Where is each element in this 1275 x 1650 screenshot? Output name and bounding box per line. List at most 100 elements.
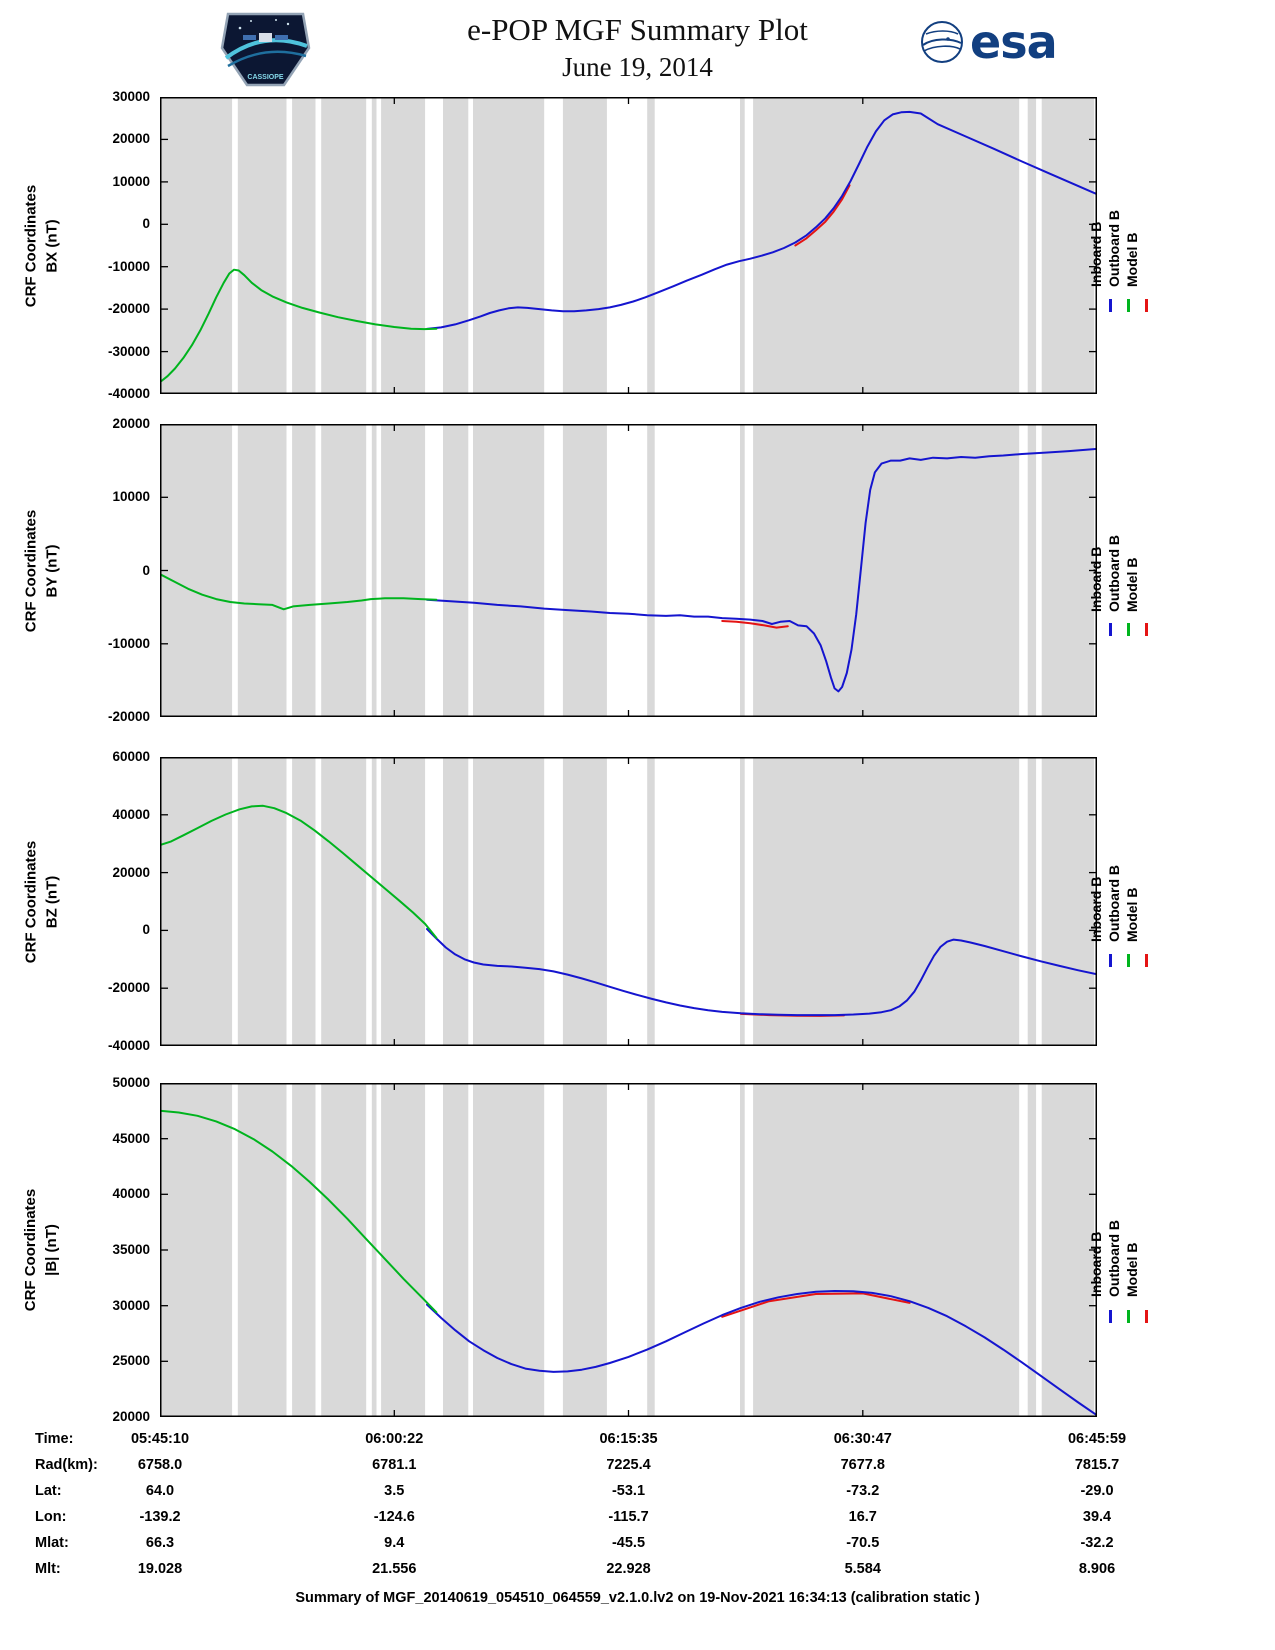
legend-label-model-b: Model B [1124, 887, 1140, 942]
inboard-b-curve-by [426, 447, 1097, 693]
telemetry-shading-band [562, 757, 607, 1046]
legend-color-key [1145, 623, 1148, 636]
legend-label-outboard-b: Outboard B [1106, 210, 1122, 287]
table-row-label: Lat: [35, 1483, 62, 1499]
telemetry-shading-band [740, 424, 745, 717]
telemetry-shading-band [443, 1083, 469, 1417]
telemetry-shading-band [562, 1083, 607, 1417]
model-b-curve-bx [794, 184, 851, 247]
legend-label-model-b: Model B [1124, 557, 1140, 612]
y-tick-label-bz: 60000 [112, 749, 150, 764]
y-axis-label-line1: CRF Coordinates [22, 840, 39, 963]
table-cell: 9.4 [384, 1535, 405, 1551]
patch-star [275, 19, 277, 21]
legend-label-inboard-b: Inboard B [1088, 221, 1104, 287]
telemetry-shading-band [371, 757, 377, 1046]
panel-frame [160, 424, 1097, 717]
telemetry-shading-band [292, 757, 316, 1046]
telemetry-shading-band [160, 97, 233, 394]
legend-color-key [1127, 299, 1130, 312]
legend-label-inboard-b: Inboard B [1088, 546, 1104, 612]
inboard-b-curve-bz [426, 928, 1097, 1017]
telemetry-shading-band [237, 1083, 287, 1417]
legend-color-key [1127, 1310, 1130, 1323]
outboard-b-curve-by [160, 573, 438, 611]
y-tick-label-bmag: 50000 [112, 1075, 150, 1090]
telemetry-shading-band [292, 97, 316, 394]
y-axis-label-line2: BZ (nT) [43, 875, 60, 928]
esa-logo: esa [920, 15, 1058, 69]
telemetry-shading-band [371, 424, 377, 717]
table-cell: -53.1 [611, 1483, 646, 1499]
telemetry-shading-band [1027, 424, 1037, 717]
esa-logo-text: esa [970, 15, 1058, 69]
y-tick-label-bz: 20000 [112, 864, 150, 880]
table-cell: 7225.4 [606, 1457, 651, 1473]
table-cell: 6758.0 [137, 1457, 183, 1473]
telemetry-shading-band [443, 757, 469, 1046]
patch-satellite [243, 33, 288, 42]
patch-text: CASSIOPE [247, 74, 284, 81]
telemetry-shading-band [1041, 1083, 1095, 1417]
telemetry-shading-band [562, 424, 607, 717]
y-tick-label-bz: 0 [142, 922, 150, 938]
telemetry-shading-band [321, 757, 367, 1046]
telemetry-shading-band [443, 424, 469, 717]
y-axis-label-line1: CRF Coordinates [22, 509, 39, 632]
y-tick-label-bx: -30000 [107, 343, 150, 359]
telemetry-shading-band [740, 1083, 745, 1417]
y-axis-label-line1: CRF Coordinates [22, 1188, 39, 1312]
telemetry-shading-band [1041, 97, 1095, 394]
telemetry-shading-band [371, 97, 377, 394]
table-cell: 7677.8 [840, 1457, 885, 1473]
legend-label-model-b: Model B [1124, 232, 1140, 287]
telemetry-shading-band [237, 424, 287, 717]
telemetry-shading-band [740, 97, 745, 394]
telemetry-shading-band [1041, 424, 1095, 717]
telemetry-shading-band [1027, 757, 1037, 1046]
y-tick-label-bmag: 35000 [112, 1242, 150, 1257]
y-tick-label-bmag: 30000 [112, 1297, 150, 1313]
table-cell: -32.2 [1080, 1535, 1114, 1551]
table-cell: 06:15:35 [599, 1431, 658, 1447]
table-cell: 64.0 [145, 1483, 175, 1499]
table-cell: 6781.1 [372, 1457, 417, 1473]
telemetry-shading-band [1027, 1083, 1037, 1417]
y-tick-label-bmag: 40000 [112, 1186, 150, 1202]
y-tick-label-bx: -10000 [107, 258, 150, 274]
table-cell: 05:45:10 [130, 1431, 190, 1447]
legend-label-outboard-b: Outboard B [1106, 535, 1122, 612]
legend-color-key [1109, 623, 1112, 636]
telemetry-shading-band [1041, 757, 1095, 1046]
telemetry-shading-band [381, 1083, 426, 1417]
table-cell: -70.5 [846, 1535, 880, 1551]
y-tick-label-bmag: 25000 [112, 1353, 150, 1369]
telemetry-shading-band [237, 97, 287, 394]
telemetry-shading-band [381, 97, 426, 394]
table-cell: 7815.7 [1074, 1457, 1120, 1473]
y-tick-label-bx: 20000 [112, 131, 150, 147]
table-cell: 3.5 [384, 1483, 405, 1499]
telemetry-shading-band [473, 424, 545, 717]
y-tick-label-by: 20000 [112, 416, 150, 431]
telemetry-shading-band [381, 424, 426, 717]
telemetry-shading-band [237, 757, 287, 1046]
telemetry-shading-band [321, 1083, 367, 1417]
patch-earth-arc-2 [227, 50, 307, 68]
telemetry-shading-band [753, 757, 1020, 1046]
plot-area-bmag [160, 1083, 1097, 1417]
telemetry-shading-band [443, 97, 469, 394]
telemetry-shading-band [473, 97, 545, 394]
y-tick-label-by: -20000 [107, 709, 150, 724]
y-tick-label-bz: -20000 [107, 980, 150, 996]
esa-logo-emblem [921, 21, 963, 63]
telemetry-shading-band [473, 757, 545, 1046]
y-tick-label-bx: -20000 [107, 301, 150, 317]
model-b-curve-bmag [721, 1292, 911, 1318]
telemetry-shading-band [381, 757, 426, 1046]
telemetry-shading-band [753, 97, 1020, 394]
table-row-label: Mlt: [35, 1561, 61, 1577]
telemetry-shading-band [740, 757, 745, 1046]
legend-color-key [1145, 1310, 1148, 1323]
